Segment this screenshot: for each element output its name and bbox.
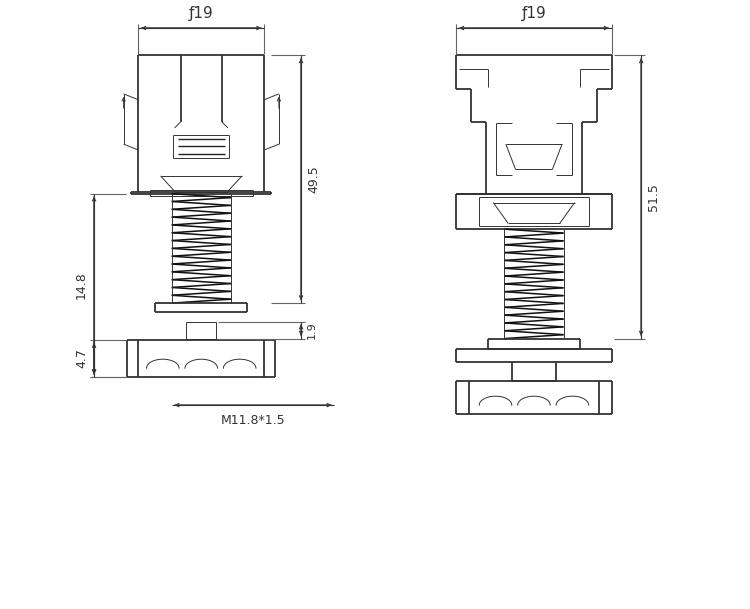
Text: 49.5: 49.5 [307, 166, 320, 193]
Text: 14.8: 14.8 [75, 272, 88, 299]
Text: 51.5: 51.5 [647, 183, 660, 211]
Text: ƒ19: ƒ19 [189, 5, 214, 21]
Text: 1.9: 1.9 [307, 321, 317, 339]
Text: ƒ19: ƒ19 [521, 5, 546, 21]
Text: 4.7: 4.7 [75, 348, 88, 368]
Text: M11.8*1.5: M11.8*1.5 [220, 414, 285, 427]
